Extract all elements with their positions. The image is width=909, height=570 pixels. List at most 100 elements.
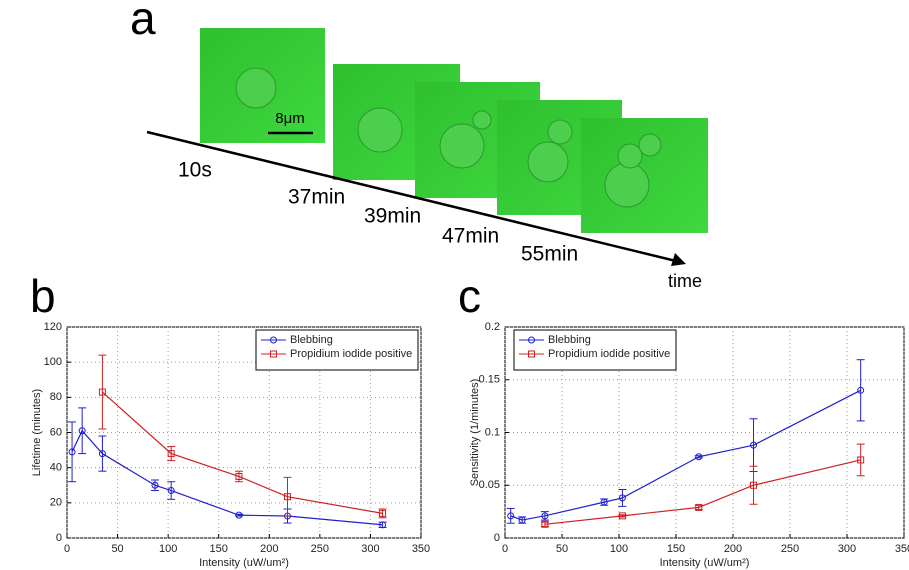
image-5: [581, 118, 708, 233]
legend-box: [255, 329, 419, 371]
marker: [78, 427, 86, 435]
error-bar: [167, 446, 176, 462]
marker: [518, 516, 526, 524]
marker: [618, 512, 626, 520]
panel-label: c: [458, 270, 481, 322]
image-1: [200, 28, 325, 143]
marker: [857, 456, 865, 464]
x-axis-label: Intensity (uW/um²): [199, 557, 289, 569]
y-tick-label: 60: [50, 426, 62, 438]
legend-label: Propidium iodide positive: [290, 348, 412, 360]
scale-bar-label: 8μm: [275, 110, 304, 127]
marker: [379, 521, 387, 529]
panel-label: b: [30, 270, 56, 322]
x-tick-label: 150: [210, 543, 228, 555]
error-bar: [68, 421, 77, 483]
legend-label: Blebbing: [548, 334, 591, 346]
time-label: 39min: [364, 205, 421, 228]
y-tick-label: 40: [50, 462, 62, 474]
x-tick-label: 150: [667, 543, 685, 555]
error-bar: [506, 507, 515, 524]
error-bar: [167, 481, 176, 500]
marker: [235, 511, 243, 519]
marker: [235, 472, 243, 480]
x-tick-label: 200: [724, 543, 742, 555]
error-bar: [856, 443, 865, 477]
marker: [507, 512, 515, 520]
panel-label: a: [130, 0, 156, 44]
y-tick-label: 0: [56, 532, 62, 544]
x-tick-label: 350: [412, 543, 430, 555]
legend: Blebbing Propidium iodide positive: [255, 329, 419, 371]
series-line: [510, 389, 861, 521]
y-axis-label: Lifetime (minutes): [31, 389, 43, 476]
error-bar: [98, 435, 107, 472]
marker: [68, 448, 76, 456]
legend-label: Blebbing: [290, 334, 333, 346]
y-tick-label: 120: [44, 321, 62, 333]
marker: [541, 520, 549, 528]
x-tick-label: 0: [64, 543, 70, 555]
marker: [151, 481, 159, 489]
y-tick-label: 100: [44, 356, 62, 368]
marker: [283, 493, 291, 501]
time-label: 47min: [442, 225, 499, 248]
time-arrow: [146, 130, 677, 263]
error-bar: [78, 407, 87, 455]
x-tick-label: 250: [311, 543, 329, 555]
x-axis-label: Intensity (uW/um²): [660, 557, 750, 569]
time-label: 10s: [178, 159, 212, 182]
error-bar: [98, 354, 107, 430]
marker: [750, 441, 758, 449]
marker: [98, 450, 106, 458]
x-tick-label: 100: [610, 543, 628, 555]
marker: [695, 503, 703, 511]
error-bar: [234, 470, 243, 483]
y-tick-label: 0.05: [479, 479, 500, 491]
y-tick-label: 20: [50, 497, 62, 509]
x-tick-label: 200: [260, 543, 278, 555]
legend-label: Propidium iodide positive: [548, 348, 670, 360]
series-line: [71, 429, 383, 526]
x-tick-label: 50: [556, 543, 568, 555]
x-tick-label: 0: [502, 543, 508, 555]
y-tick-label: 80: [50, 391, 62, 403]
marker: [857, 386, 865, 394]
marker: [600, 498, 608, 506]
marker: [541, 512, 549, 520]
marker: [750, 481, 758, 489]
error-bar: [749, 465, 758, 505]
y-axis-label: Sensitivity (1/minutes): [469, 379, 481, 487]
marker: [695, 453, 703, 461]
x-tick-label: 300: [361, 543, 379, 555]
x-tick-label: 350: [895, 543, 909, 555]
legend: Blebbing Propidium iodide positive: [513, 329, 677, 371]
marker: [379, 509, 387, 517]
x-tick-label: 50: [111, 543, 123, 555]
legend-marker: [270, 336, 277, 344]
marker: [98, 388, 106, 396]
time-label: 55min: [521, 243, 578, 266]
time-axis-label: time: [668, 271, 702, 291]
arrow-head: [671, 253, 686, 266]
marker: [167, 450, 175, 458]
legend-marker: [528, 336, 535, 344]
y-tick-label: 0.1: [485, 426, 500, 438]
legend-marker: [528, 350, 535, 358]
y-tick-label: 0.2: [485, 321, 500, 333]
x-tick-label: 250: [781, 543, 799, 555]
y-tick-label: 0: [494, 532, 500, 544]
x-tick-label: 300: [838, 543, 856, 555]
x-tick-label: 100: [159, 543, 177, 555]
legend-box: [513, 329, 677, 371]
error-bar: [283, 476, 292, 517]
y-tick-label: 0.15: [479, 374, 500, 386]
legend-marker: [270, 350, 277, 358]
marker: [167, 487, 175, 495]
time-label: 37min: [288, 186, 345, 209]
error-bar: [150, 479, 159, 492]
panel-a: a 8μm 10s 37min 39min: [130, 0, 708, 291]
error-bar: [618, 488, 627, 507]
error-bar: [856, 359, 865, 422]
